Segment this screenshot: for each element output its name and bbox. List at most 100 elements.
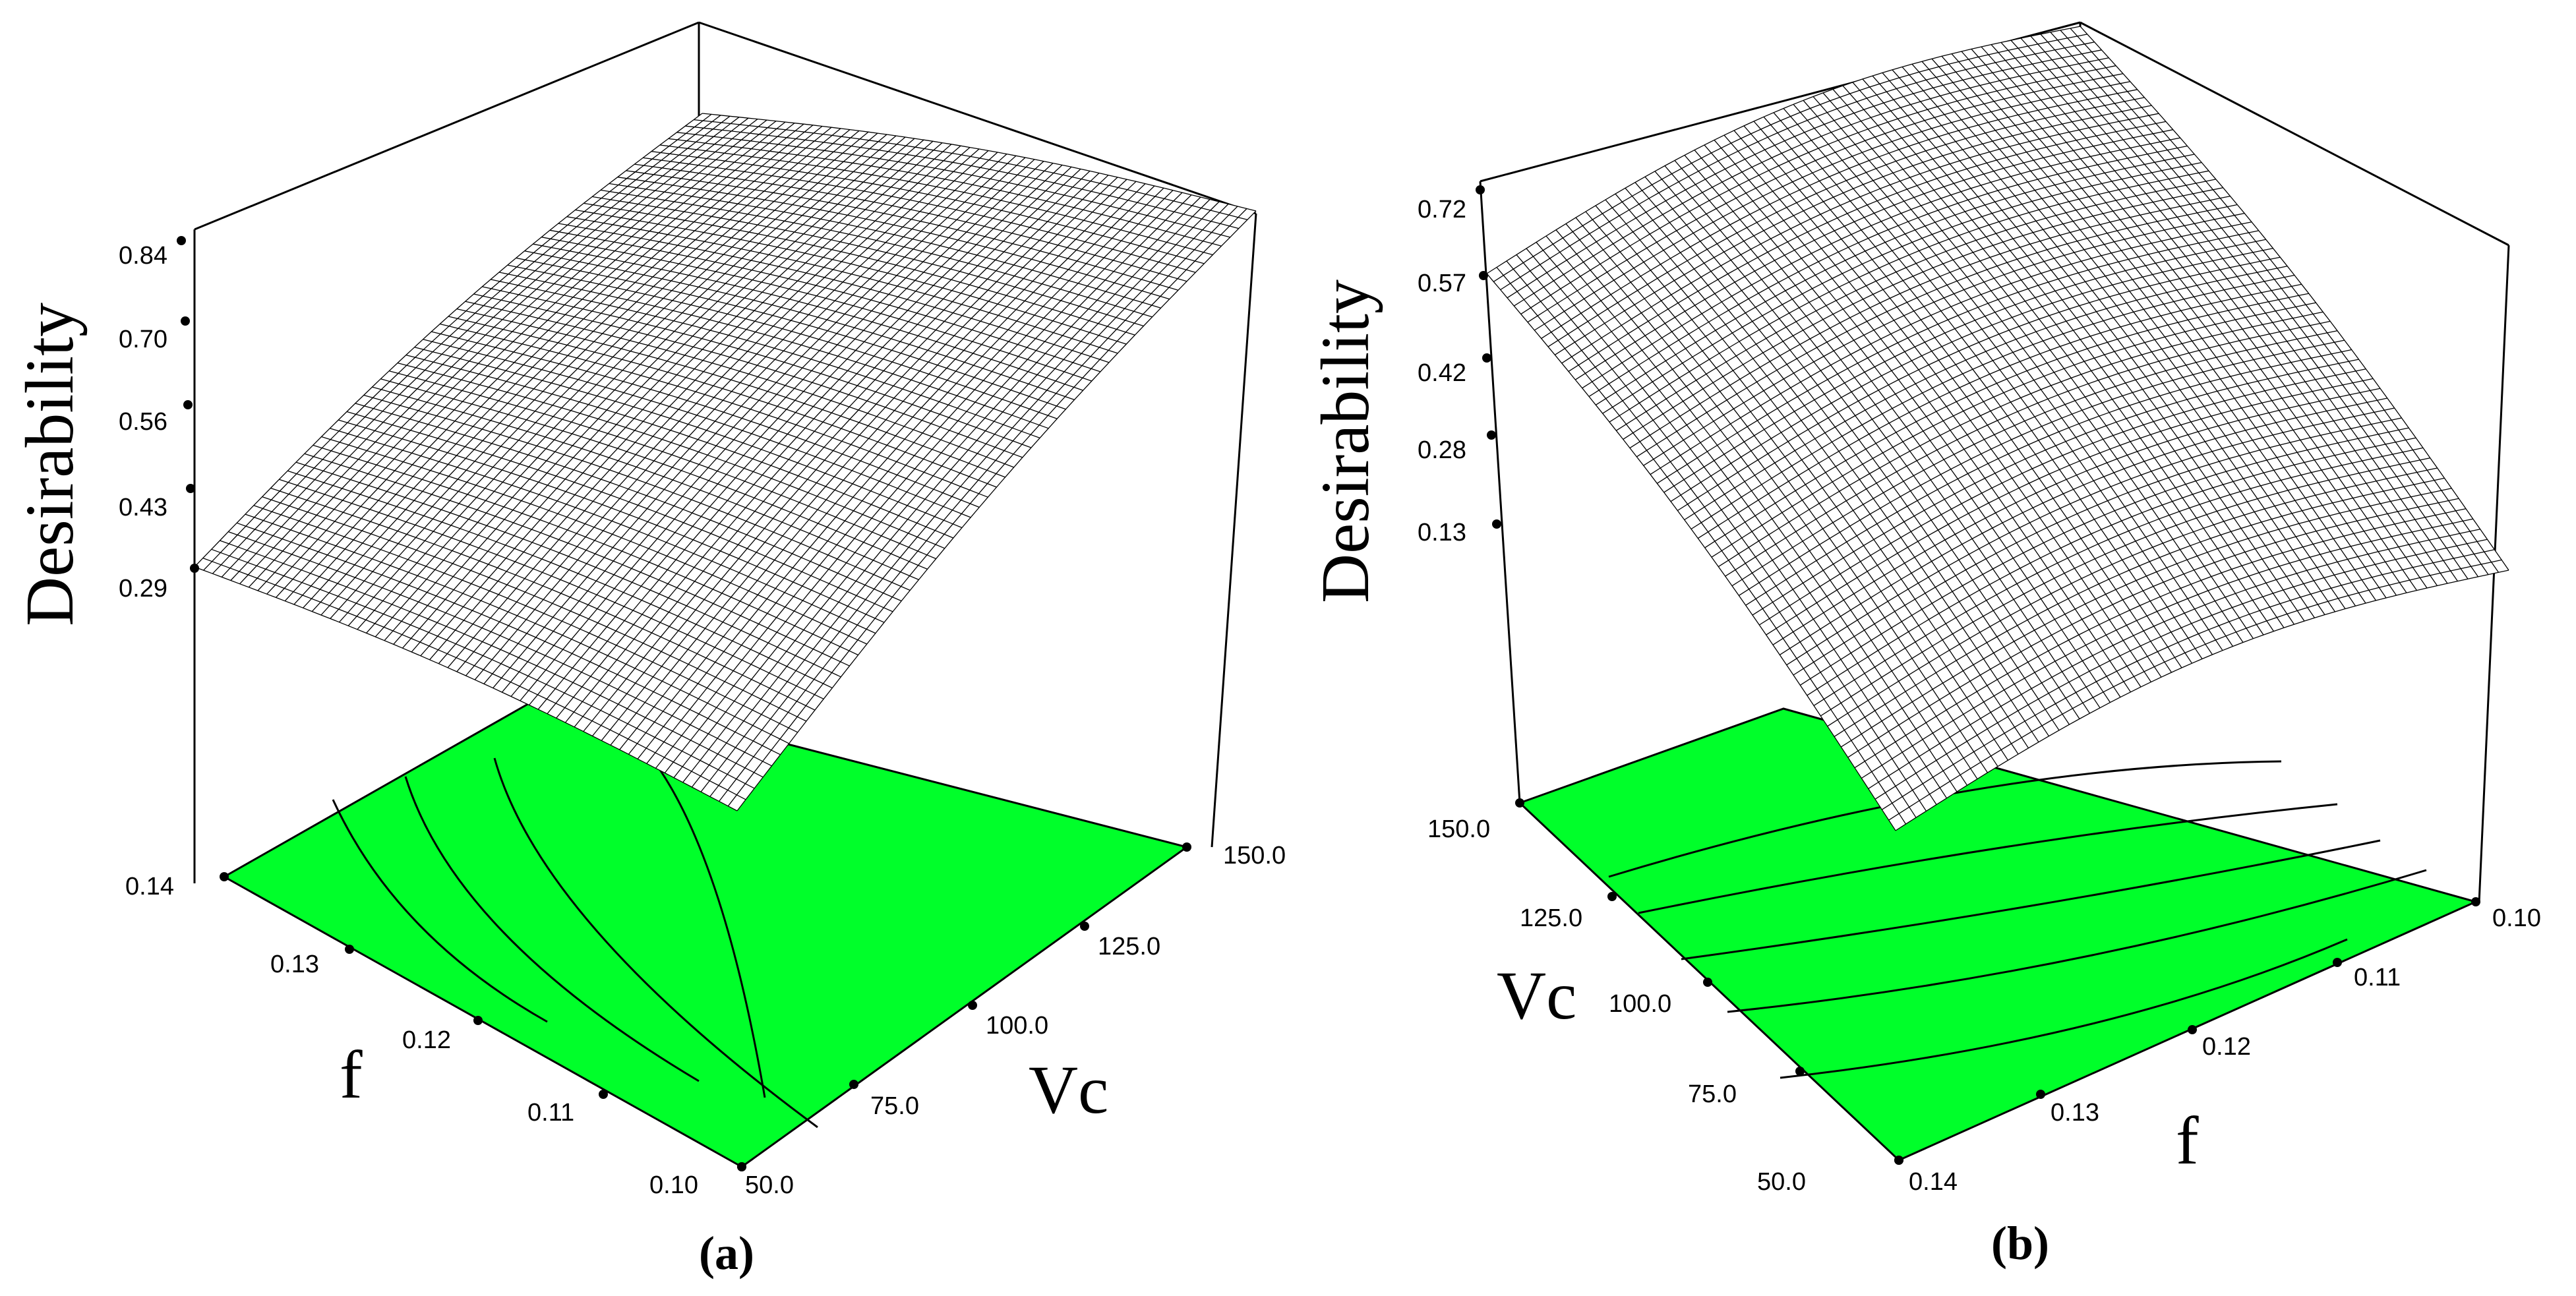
panel-a-f-tick-label: 0.11 bbox=[527, 1099, 574, 1127]
panel-b-mesh-line bbox=[1636, 204, 2238, 457]
panel-b-f-tick-label: 0.13 bbox=[2051, 1099, 2099, 1127]
panel-a-tick-marker bbox=[599, 1090, 608, 1099]
panel-b-vc-tick-label: 50.0 bbox=[1757, 1168, 1806, 1196]
panel-a-mesh-line bbox=[303, 125, 814, 608]
panel-a-z-axis-title: Desirability bbox=[12, 303, 88, 626]
panel-b-f-tick-label: 0.10 bbox=[2492, 904, 2541, 932]
panel-b-tick-marker bbox=[2471, 897, 2480, 906]
panel-b-mesh-line bbox=[1697, 283, 2302, 539]
panel-b-mesh-line bbox=[1582, 137, 2180, 389]
panel-a-mesh-line bbox=[529, 161, 1044, 705]
panel-a-vc-tick-label: 150.0 bbox=[1223, 842, 1286, 869]
panel-b-mesh-line bbox=[1554, 105, 2152, 355]
panel-a-tick-marker bbox=[345, 945, 354, 954]
panel-a-mesh-line bbox=[664, 192, 1183, 773]
panel-a-f-axis-title: f bbox=[340, 1037, 363, 1113]
panel-b-f-tick-label: 0.14 bbox=[1909, 1168, 1958, 1196]
panel-a-f-tick-label: 0.14 bbox=[125, 873, 174, 900]
panel-a-mesh-line bbox=[628, 183, 1146, 755]
panel-a-mesh-line bbox=[276, 121, 786, 598]
panel-a-tick-markers bbox=[177, 236, 1191, 1171]
panel-b-z-tick-label: 0.28 bbox=[1418, 436, 1466, 464]
panel-a-mesh-line bbox=[374, 134, 887, 637]
panel-b-mesh-line bbox=[1650, 221, 2252, 475]
panel-a-mesh-line bbox=[547, 164, 1063, 715]
panel-b-tick-marker bbox=[1703, 978, 1712, 987]
panel-a-tick-marker bbox=[737, 1162, 746, 1171]
panel-a-mesh-line bbox=[601, 177, 1118, 741]
panel-a-mesh-line bbox=[465, 148, 980, 676]
panel-a-mesh-line bbox=[564, 168, 1081, 723]
panel-b-mesh-line bbox=[1881, 549, 2495, 810]
panel-b-vc-axis: 150.0 125.0 100.0 75.0 50.0 bbox=[1427, 815, 1806, 1196]
panel-b-vc-axis-title: Vc bbox=[1497, 958, 1576, 1034]
panel-b-contour-line bbox=[1638, 803, 2338, 914]
panel-b-mesh-line bbox=[1807, 437, 2416, 696]
panel-b-mesh-line bbox=[1541, 89, 2138, 339]
panel-b-z-tick-label: 0.13 bbox=[1418, 519, 1466, 546]
panel-b-contour-line bbox=[1780, 938, 2348, 1079]
panel-a-z-axis: 0.29 0.43 0.56 0.70 0.84 bbox=[119, 242, 167, 603]
panel-b-chart: 0.13 0.28 0.42 0.57 0.72 150.0 125.0 100… bbox=[1307, 21, 2541, 1270]
panel-a-mesh-line bbox=[501, 155, 1017, 693]
panel-b-tick-markers bbox=[1476, 185, 2480, 1165]
panel-a-mesh-line bbox=[411, 139, 924, 653]
panel-a-tick-marker bbox=[849, 1080, 858, 1089]
panel-a-mesh-line bbox=[610, 179, 1127, 746]
panel-a-mesh-line bbox=[574, 170, 1091, 728]
panel-a-mesh-line bbox=[682, 196, 1201, 783]
panel-a-f-tick-label: 0.10 bbox=[649, 1171, 698, 1199]
panel-b-tick-marker bbox=[1795, 1067, 1805, 1076]
panel-b-mesh-line bbox=[1623, 187, 2223, 440]
panel-b-mesh-line bbox=[1493, 34, 2087, 282]
panel-b-mesh-line bbox=[1731, 330, 2338, 587]
panel-b-mesh-line bbox=[1840, 488, 2452, 748]
panel-b-mesh-line bbox=[1588, 145, 2188, 398]
panel-a-mesh-line bbox=[293, 123, 804, 605]
panel-b-mesh-line bbox=[1670, 248, 2273, 502]
panel-a-mesh-line bbox=[556, 166, 1072, 719]
panel-a-mesh-line bbox=[736, 210, 1257, 811]
panel-a-mesh-line bbox=[646, 187, 1164, 764]
panel-a-mesh-line bbox=[591, 175, 1109, 736]
panel-b-mesh-line bbox=[1779, 398, 2387, 655]
panel-b-mesh-line bbox=[1615, 179, 2216, 431]
panel-b-vc-tick-label: 75.0 bbox=[1688, 1080, 1737, 1108]
panel-a-mesh-line bbox=[510, 157, 1026, 697]
panel-a-tick-marker bbox=[183, 400, 193, 409]
panel-b-f-axis: 0.14 0.13 0.12 0.11 0.10 bbox=[1909, 904, 2541, 1196]
panel-a-mesh-line bbox=[420, 140, 934, 657]
panel-b-mesh-line bbox=[1656, 230, 2259, 484]
panel-a-vc-tick-label: 50.0 bbox=[745, 1171, 794, 1199]
panel-a-z-tick-label: 0.29 bbox=[119, 575, 167, 603]
panel-b-mesh-line bbox=[1799, 427, 2409, 686]
panel-b-mesh-line bbox=[1561, 113, 2159, 364]
panel-a-mesh-line bbox=[221, 115, 731, 577]
panel-a-mesh-line bbox=[311, 125, 823, 612]
panel-a-mesh-line bbox=[520, 159, 1035, 701]
panel-a-z-tick-label: 0.56 bbox=[119, 408, 167, 436]
panel-b-mesh-line bbox=[1888, 559, 2502, 821]
panel-a-mesh-line bbox=[719, 206, 1238, 802]
panel-a-vc-tick-label: 100.0 bbox=[986, 1012, 1048, 1040]
panel-a-tick-marker bbox=[186, 484, 195, 493]
panel-a-surface bbox=[194, 113, 1257, 811]
panel-a-tick-marker bbox=[473, 1016, 483, 1025]
panel-b-mesh-line bbox=[1766, 378, 2374, 635]
panel-a-mesh-line bbox=[393, 136, 906, 645]
panel-a-mesh-line bbox=[357, 131, 869, 630]
panel-b-vc-tick-label: 150.0 bbox=[1427, 815, 1490, 843]
panel-b-mesh-line bbox=[1874, 539, 2488, 800]
panel-b-tick-marker bbox=[1894, 1156, 1903, 1165]
panel-a-mesh-line bbox=[673, 194, 1192, 779]
panel-a-mesh-line bbox=[230, 117, 740, 581]
panel-b-mesh-line bbox=[1711, 302, 2316, 558]
panel-b-mesh-line bbox=[1691, 274, 2295, 530]
panel-a-mesh-line bbox=[347, 130, 860, 626]
panel-b-mesh-line bbox=[1602, 162, 2202, 414]
panel-a-mesh-line bbox=[537, 163, 1054, 710]
panel-a-mesh-line bbox=[284, 123, 795, 602]
panel-b-mesh-line bbox=[1684, 266, 2288, 521]
panel-a-mesh-line bbox=[483, 152, 998, 684]
